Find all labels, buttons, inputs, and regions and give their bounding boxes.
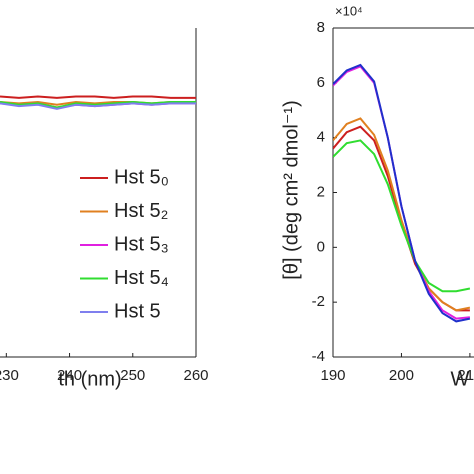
x-tick-label: 250 xyxy=(120,367,145,384)
legend-label: Hst 5₄ xyxy=(114,267,169,289)
y-tick-label: 0 xyxy=(317,238,325,255)
legend-label: Hst 5₀ xyxy=(114,166,169,188)
x-tick-label: 190 xyxy=(320,367,345,384)
y-exponent: ×10⁴ xyxy=(335,3,363,18)
data-line xyxy=(0,95,196,99)
data-line xyxy=(0,102,196,110)
y-tick-label: 8 xyxy=(317,19,325,36)
legend-label: Hst 5₃ xyxy=(114,233,169,255)
data-line xyxy=(333,65,471,320)
x-tick-label: 210 xyxy=(457,367,474,384)
x-axis-label: th (nm) xyxy=(58,368,121,390)
x-tick-label: 230 xyxy=(0,367,19,384)
data-line xyxy=(0,100,196,109)
data-line xyxy=(333,117,471,312)
legend-label: Hst 5₂ xyxy=(114,200,168,222)
x-axis-label: W xyxy=(451,368,470,390)
x-tick-label: 240 xyxy=(57,367,82,384)
y-tick-label: -2 xyxy=(312,293,325,310)
y-tick-label: 2 xyxy=(317,183,325,200)
y-axis-label: [θ] (deg cm² dmol⁻¹) xyxy=(280,100,302,279)
x-tick-label: 260 xyxy=(183,367,208,384)
x-tick-label: 200 xyxy=(389,367,414,384)
y-tick-label: 6 xyxy=(317,74,325,91)
data-line xyxy=(333,139,471,293)
y-tick-label: 4 xyxy=(317,129,325,146)
y-tick-label: -4 xyxy=(312,348,325,365)
data-line xyxy=(333,63,471,323)
legend-label: Hst 5 xyxy=(114,300,161,322)
